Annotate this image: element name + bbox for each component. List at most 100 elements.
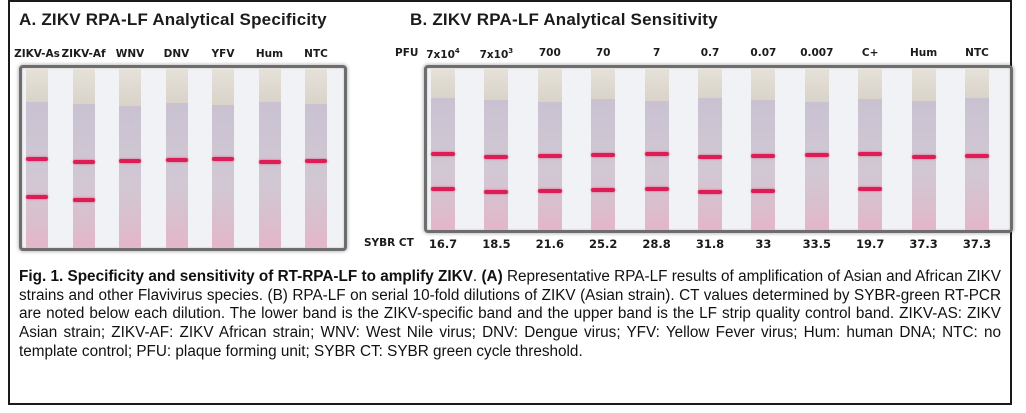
strip-membrane <box>305 104 327 248</box>
test-strip <box>212 68 234 248</box>
test-strip <box>72 68 95 248</box>
lane-label: WNV <box>116 48 145 60</box>
zikv-test-band <box>537 189 562 193</box>
panel-b-title: B. ZIKV RPA-LF Analytical Sensitivity <box>410 10 718 29</box>
lane-label: ZIKV-As <box>14 48 60 60</box>
sybr-ct-value: 31.8 <box>695 237 725 251</box>
strip-membrane <box>26 102 48 248</box>
strip-membrane <box>212 105 234 248</box>
control-band <box>965 154 989 158</box>
lane-label: Hum <box>910 47 937 59</box>
sybr-ct-value: 37.3 <box>962 237 992 251</box>
control-band <box>751 154 776 158</box>
zikv-test-band <box>698 190 722 194</box>
control-band <box>698 155 722 159</box>
control-band <box>484 155 509 159</box>
zikv-test-band <box>484 190 509 194</box>
test-strip <box>26 68 48 248</box>
sample-pad <box>258 68 281 102</box>
test-strip <box>858 68 883 230</box>
strip-membrane <box>431 98 455 230</box>
lane-label-text: 7x10 <box>426 49 455 61</box>
test-strip <box>644 68 669 230</box>
sybr-ct-value: 28.8 <box>642 237 671 251</box>
zikv-test-band <box>591 188 616 192</box>
sample-pad <box>431 68 455 98</box>
sample-pad <box>537 68 562 102</box>
zikv-test-band <box>644 187 669 191</box>
lane-label: 7x103 <box>480 47 514 61</box>
strip-membrane <box>751 100 776 230</box>
sybr-ct-value: 33.5 <box>802 237 831 251</box>
test-strip <box>698 68 722 230</box>
test-strip <box>258 68 281 248</box>
lane-label-text: NTC <box>965 47 989 59</box>
sample-pad <box>911 68 936 101</box>
lane-label-text: 0.007 <box>800 47 834 59</box>
control-band <box>26 157 48 161</box>
test-strip <box>911 68 936 230</box>
sample-pad <box>591 68 616 99</box>
strip-membrane <box>72 104 95 248</box>
sample-pad <box>698 68 722 98</box>
test-strip <box>119 68 141 248</box>
sybr-ct-value: 37.3 <box>909 237 938 251</box>
lane-label-text: YFV <box>211 48 235 60</box>
strip-membrane <box>804 102 829 230</box>
sybr-ct-value: 25.2 <box>589 237 618 251</box>
lane-label-text: 0.07 <box>750 47 777 59</box>
sample-pad <box>965 68 989 98</box>
control-band <box>858 152 883 156</box>
sample-pad <box>72 68 95 104</box>
caption-figure-label: Fig. 1. Specificity and sensitivity of R… <box>19 268 473 285</box>
lane-label: 0.007 <box>800 47 833 59</box>
strip-membrane <box>965 98 989 230</box>
lane-label: NTC <box>965 47 989 59</box>
strip-membrane <box>119 106 141 248</box>
lane-label: 7 <box>653 47 660 59</box>
sybr-ct-value: 33 <box>755 237 772 251</box>
test-strip <box>591 68 616 230</box>
lane-label: C+ <box>862 47 879 59</box>
control-band <box>431 152 455 156</box>
zikv-test-band <box>26 195 48 199</box>
sybr-ct-value: 21.6 <box>535 237 564 251</box>
lane-label-text: C+ <box>861 47 879 59</box>
lane-label-text: WNV <box>115 48 145 60</box>
sample-pad <box>26 68 48 102</box>
strip-membrane <box>484 100 509 230</box>
test-strip <box>305 68 327 248</box>
lane-label-text: 7 <box>652 47 661 59</box>
lane-label-text: Hum <box>909 47 938 59</box>
pfu-row-label: PFU <box>395 47 419 59</box>
sample-pad <box>165 68 188 103</box>
lane-label-text: 70 <box>595 47 611 59</box>
caption-separator: . <box>472 268 482 285</box>
lane-label-text: Hum <box>255 48 284 60</box>
lane-label: NTC <box>304 48 328 60</box>
strip-membrane <box>644 101 669 230</box>
lane-label: 70 <box>596 47 611 59</box>
lane-label-exponent: 3 <box>508 47 514 55</box>
lane-label: Hum <box>256 48 283 60</box>
control-band <box>911 155 936 159</box>
sample-pad <box>119 68 141 106</box>
sybr-ct-value: 16.7 <box>428 237 458 251</box>
lane-label: ZIKV-Af <box>61 48 105 60</box>
sample-pad <box>751 68 776 100</box>
test-strip <box>165 68 188 248</box>
lane-label: 700 <box>539 47 561 59</box>
strip-membrane <box>537 102 562 230</box>
lane-label-text: ZIKV-Af <box>61 48 106 60</box>
sample-pad <box>484 68 509 100</box>
lane-label: 0.07 <box>750 47 776 59</box>
caption-part-a-label: (A) <box>481 268 503 285</box>
lane-label-text: NTC <box>304 48 328 60</box>
panel-a-title: A. ZIKV RPA-LF Analytical Specificity <box>19 10 327 29</box>
test-strip <box>537 68 562 230</box>
sybr-ct-value: 18.5 <box>482 237 511 251</box>
control-band <box>119 159 141 163</box>
control-band <box>537 154 562 158</box>
lane-label-text: ZIKV-As <box>14 48 60 60</box>
sample-pad <box>858 68 883 99</box>
